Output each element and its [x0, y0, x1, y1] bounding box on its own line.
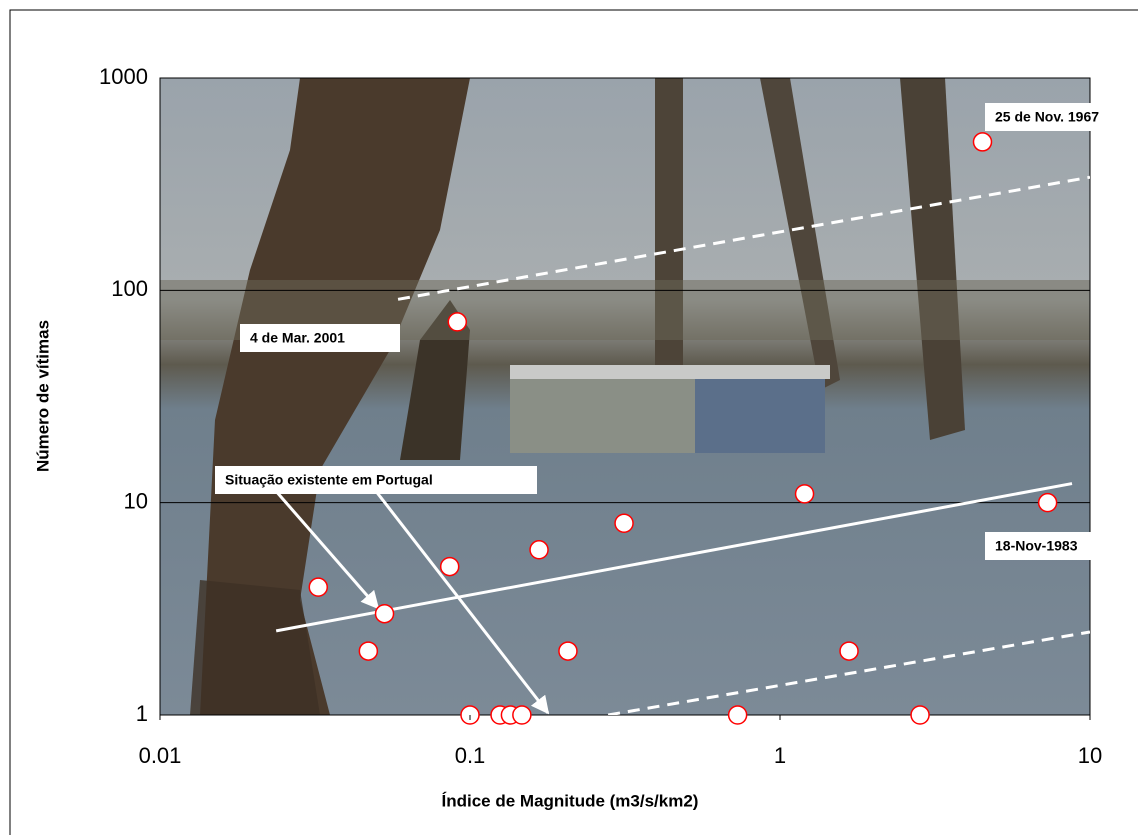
annotation: 25 de Nov. 1967: [995, 109, 1099, 125]
data-point: [376, 605, 394, 623]
x-tick-label: 1: [774, 743, 786, 768]
y-tick-label: 1000: [99, 64, 148, 89]
chart: 25 de Nov. 1967 4 de Mar. 2001 18-Nov-1983…: [0, 0, 1138, 835]
y-axis-label: Número de vítimas: [33, 320, 52, 472]
x-tick-label: 10: [1078, 743, 1102, 768]
x-tick-label: 0.1: [455, 743, 486, 768]
data-point: [309, 578, 327, 596]
y-tick-label: 100: [111, 276, 148, 301]
data-point: [840, 642, 858, 660]
data-point: [973, 133, 991, 151]
y-tick-label: 10: [124, 488, 148, 513]
data-point: [1039, 494, 1057, 512]
x-axis-label: Índice de Magnitude (m3/s/km2): [442, 791, 699, 810]
annotation: 18-Nov-1983: [995, 538, 1078, 554]
data-point: [911, 706, 929, 724]
data-point: [513, 706, 531, 724]
annotation: 4 de Mar. 2001: [250, 330, 345, 346]
data-point: [441, 558, 459, 576]
annotation: Situação existente em Portugal: [225, 472, 433, 488]
data-point: [615, 514, 633, 532]
data-point: [559, 642, 577, 660]
data-point: [530, 541, 548, 559]
y-tick-label: 1: [136, 701, 148, 726]
data-point: [729, 706, 747, 724]
data-point: [796, 485, 814, 503]
data-point: [448, 313, 466, 331]
background-photo: [160, 78, 1090, 715]
x-tick-label: 0.01: [139, 743, 182, 768]
data-point: [359, 642, 377, 660]
